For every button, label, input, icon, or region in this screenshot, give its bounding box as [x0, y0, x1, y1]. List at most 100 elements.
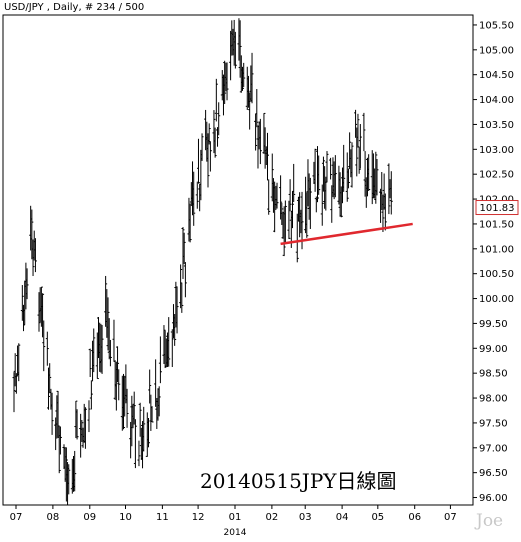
price-tick-label: 100.50 — [479, 269, 514, 280]
ohlc-bar — [87, 400, 91, 433]
ohlc-bar — [148, 369, 152, 404]
ohlc-bar — [308, 177, 312, 229]
chart-header: USD/JPY , Daily, # 234 / 500 — [4, 2, 145, 13]
ohlc-bar — [216, 127, 220, 147]
month-label: 02 — [266, 512, 279, 523]
ohlc-bar — [196, 138, 200, 184]
ohlc-bar — [315, 146, 319, 203]
ohlc-bar — [333, 155, 337, 198]
ohlc-bar — [188, 203, 192, 243]
ohlc-bar — [212, 110, 216, 154]
ohlc-bar — [200, 133, 204, 161]
ohlc-bar — [179, 264, 183, 309]
price-tick-label: 97.00 — [479, 443, 508, 454]
ohlc-bar — [150, 406, 154, 423]
ohlc-bar — [238, 20, 242, 78]
ohlc-bar — [367, 154, 371, 191]
ohlc-bar — [92, 328, 96, 373]
price-tick-label: 105.50 — [479, 20, 514, 31]
ohlc-bar — [283, 200, 287, 243]
ohlc-bar — [267, 179, 271, 215]
ohlc-bar — [157, 386, 161, 417]
symbol-label: USD/JPY — [4, 2, 44, 13]
ohlc-bar — [83, 407, 87, 449]
ohlc-bar — [95, 332, 99, 380]
ohlc-bar — [88, 348, 92, 378]
month-label: 07 — [10, 512, 23, 523]
ohlc-bar — [266, 132, 270, 181]
ohlc-bar — [137, 440, 141, 467]
ohlc-bar — [106, 297, 110, 351]
last-price-label: 101.83 — [480, 203, 515, 214]
ohlc-bar — [305, 192, 309, 238]
ohlc-bar — [108, 339, 112, 367]
ohlc-bar — [30, 209, 34, 260]
ohlc-bar — [225, 62, 229, 101]
ohlc-bar — [270, 153, 274, 202]
ohlc-bar — [374, 151, 378, 204]
price-tick-label: 99.00 — [479, 344, 508, 355]
ohlc-bar — [173, 314, 177, 346]
ohlc-bar — [142, 406, 146, 452]
ohlc-bar — [383, 193, 387, 231]
ohlc-bar — [14, 373, 18, 394]
ohlc-bar — [181, 227, 185, 279]
ohlc-bar — [138, 402, 142, 437]
ohlc-bar — [324, 176, 328, 211]
price-tick-label: 99.50 — [479, 319, 508, 330]
month-label: 11 — [156, 512, 169, 523]
ohlc-bar — [208, 141, 212, 172]
ohlc-bar — [73, 450, 77, 492]
ohlc-bar — [389, 171, 393, 215]
ohlc-bar — [206, 133, 210, 188]
price-tick-label: 104.00 — [479, 95, 514, 106]
ohlc-bar — [214, 78, 218, 122]
ohlc-bar — [183, 262, 187, 298]
ohlc-bar — [41, 293, 45, 338]
ohlc-bar — [288, 179, 292, 212]
chart-annotation: 20140515JPY日線圖 — [200, 469, 396, 493]
ohlc-bar — [317, 155, 321, 195]
month-label: 05 — [371, 512, 384, 523]
ohlc-bar — [325, 151, 329, 182]
ohlc-bar — [354, 109, 358, 138]
month-label: 08 — [47, 512, 60, 523]
ohlc-bar — [75, 409, 79, 440]
ohlc-bar — [375, 159, 379, 196]
ohlc-bar — [242, 62, 246, 88]
ohlc-bar — [89, 380, 93, 410]
price-tick-label: 101.00 — [479, 244, 514, 255]
ohlc-bar — [25, 268, 29, 300]
ohlc-bar — [104, 275, 108, 327]
bar-count-label: # 234 / 500 — [84, 2, 145, 13]
ohlc-bar — [37, 292, 41, 332]
ohlc-bar — [362, 112, 366, 152]
ohlc-bar — [167, 317, 171, 367]
ohlc-bar — [282, 206, 286, 257]
ohlc-bar — [292, 163, 296, 203]
price-tick-label: 104.50 — [479, 70, 514, 81]
ohlc-bar — [262, 112, 266, 154]
ohlc-bar — [195, 181, 199, 209]
ohlc-bar — [255, 89, 259, 128]
ohlc-bar — [207, 123, 211, 145]
ohlc-bar — [170, 329, 174, 368]
ohlc-bar — [12, 372, 16, 413]
ohlc-bar — [182, 232, 186, 265]
ohlc-bar — [158, 336, 162, 384]
ohlc-bar — [350, 142, 354, 188]
ohlc-bar — [132, 391, 136, 425]
ohlc-bar — [275, 182, 279, 209]
ohlc-bar — [381, 194, 385, 233]
ohlc-bar — [339, 186, 343, 218]
ohlc-bar — [162, 325, 166, 364]
ohlc-bar — [213, 127, 217, 158]
ohlc-bar — [279, 175, 283, 220]
price-tick-label: 101.50 — [479, 219, 514, 230]
ohlc-bar — [133, 419, 137, 469]
month-label: 07 — [444, 512, 457, 523]
ohlc-bar — [45, 331, 49, 366]
month-label: 03 — [299, 512, 312, 523]
month-label: 01 — [229, 512, 242, 523]
